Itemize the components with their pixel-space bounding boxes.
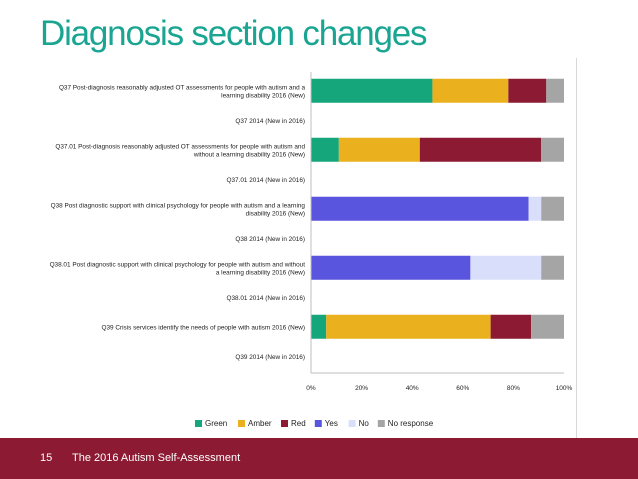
- category-label: without a learning disability 2016 (New): [193, 151, 305, 158]
- x-tick-label: 100%: [556, 385, 573, 392]
- category-label: Q38 Post diagnostic support with clinica…: [51, 202, 306, 209]
- legend-label: Green: [205, 419, 227, 428]
- category-label: a learning disability 2016 (New): [216, 269, 305, 276]
- category-label: Q37.01 Post-diagnosis reasonably adjuste…: [55, 143, 305, 150]
- bar-segment-red: [419, 137, 542, 162]
- x-tick-label: 0%: [306, 385, 316, 392]
- category-label: Q38.01 Post diagnostic support with clin…: [50, 261, 306, 268]
- bar-segment-red: [508, 78, 547, 103]
- bar-segment-green: [311, 314, 327, 339]
- legend-label: Red: [291, 419, 306, 428]
- x-tick-label: 80%: [507, 385, 520, 392]
- legend-swatch: [348, 420, 356, 427]
- bar-segment-no-response: [541, 196, 564, 221]
- legend-swatch: [238, 420, 245, 427]
- category-label: Q38.01 2014 (New in 2016): [226, 295, 305, 302]
- legend-swatch: [377, 420, 385, 427]
- category-label: learning disability 2016 (New): [221, 92, 305, 99]
- bar-segment-no-response: [541, 137, 564, 162]
- footer-bar: 15 The 2016 Autism Self-Assessment: [0, 438, 638, 479]
- bar-segment-no-response: [546, 78, 564, 103]
- bar-segment-amber: [338, 137, 420, 162]
- category-label: Q37 2014 (New in 2016): [235, 118, 305, 125]
- bar-segment-green: [311, 78, 433, 103]
- category-label: Q37 Post-diagnosis reasonably adjusted O…: [59, 84, 306, 91]
- footer-text: The 2016 Autism Self-Assessment: [72, 452, 241, 464]
- legend-label: Yes: [325, 419, 338, 428]
- slide-title: Diagnosis section changes: [40, 14, 428, 53]
- category-label: Q37.01 2014 (New in 2016): [226, 177, 305, 184]
- bar-segment-no-response: [541, 255, 564, 280]
- legend-swatch: [195, 420, 202, 427]
- category-label: Q38 2014 (New in 2016): [235, 236, 305, 243]
- legend-label: No response: [388, 419, 434, 428]
- divider-line: [576, 58, 577, 438]
- bar-segment-no: [528, 196, 542, 221]
- bar-segment-amber: [326, 314, 491, 339]
- legend-label: Amber: [248, 419, 272, 428]
- legend-swatch: [314, 420, 322, 427]
- x-tick-label: 60%: [456, 385, 469, 392]
- bar-segment-no: [470, 255, 542, 280]
- bar-segment-red: [490, 314, 532, 339]
- category-label: disability 2016 (New): [246, 210, 305, 217]
- bar-segment-yes: [311, 196, 529, 221]
- bar-segment-yes: [311, 255, 471, 280]
- slide-number: 15: [40, 452, 53, 464]
- bar-segment-no-response: [531, 314, 564, 339]
- category-label: Q39 2014 (New in 2016): [235, 354, 305, 361]
- x-tick-label: 40%: [406, 385, 419, 392]
- category-label: Q39 Crisis services identify the needs o…: [101, 324, 305, 331]
- stacked-bar-chart: Q37 Post-diagnosis reasonably adjusted O…: [50, 72, 573, 428]
- x-tick-label: 20%: [355, 385, 368, 392]
- legend-label: No: [359, 419, 370, 428]
- legend-swatch: [281, 420, 288, 427]
- bar-segment-green: [311, 137, 339, 162]
- bar-segment-amber: [432, 78, 509, 103]
